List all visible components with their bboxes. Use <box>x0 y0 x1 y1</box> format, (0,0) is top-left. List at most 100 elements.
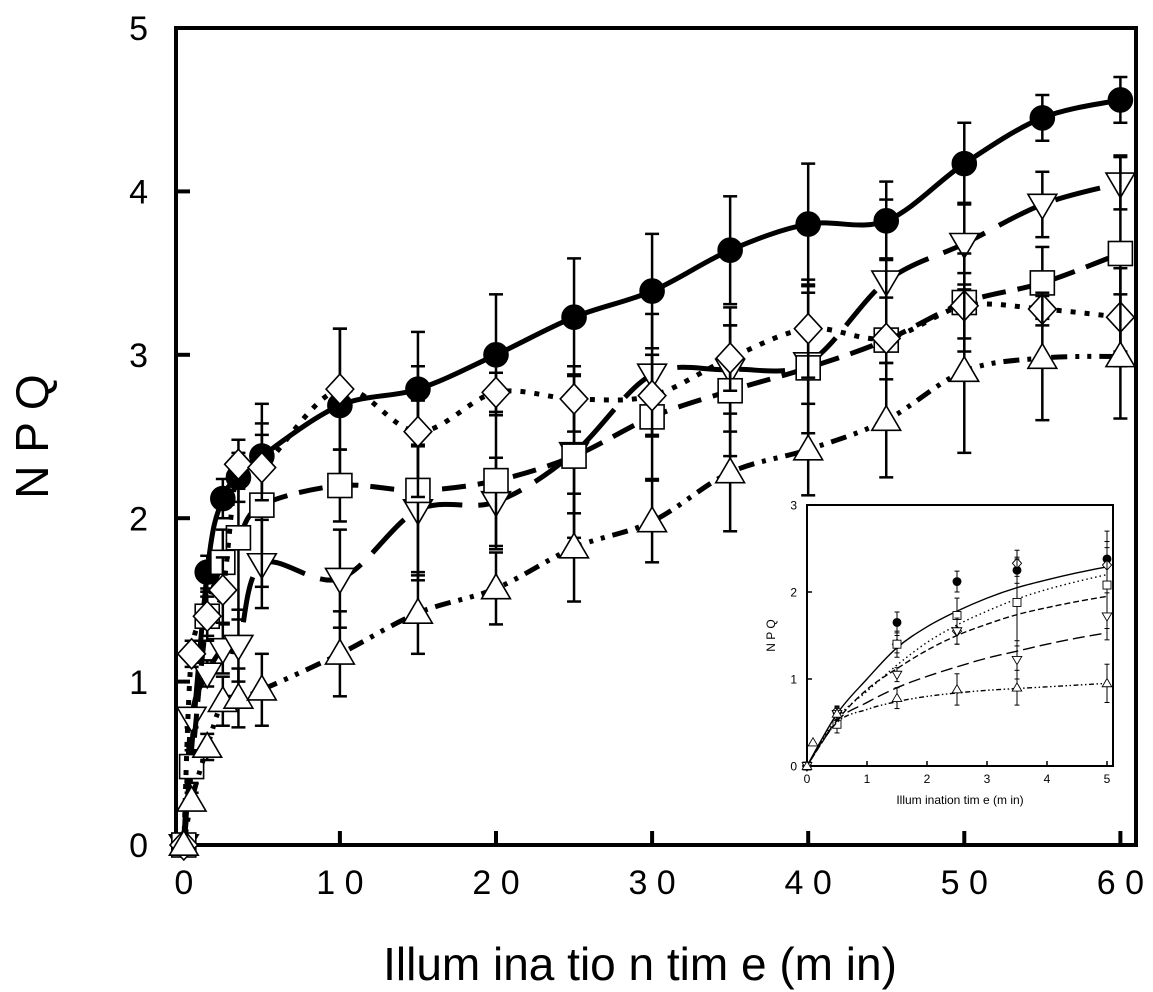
y-tick-label: 4 <box>129 174 148 212</box>
inset-series-line-long-dash <box>806 632 1108 767</box>
point-triangle-up <box>714 456 746 484</box>
inset-point-circle-filled <box>952 577 962 587</box>
inset-point-triangle-up <box>891 692 903 702</box>
inset-x-tick-label: 3 <box>984 772 991 786</box>
inset-point-triangle-up <box>801 760 813 770</box>
point-square <box>483 467 509 494</box>
inset-y-tick-label: 2 <box>790 585 797 599</box>
inset-point-square <box>1102 580 1112 590</box>
inset-x-axis-title: Illum ination tim e (m in) <box>896 793 1023 807</box>
inset-y-tick-label: 3 <box>790 498 797 512</box>
inset-point-square <box>1012 597 1022 607</box>
x-tick-label: 5 0 <box>941 864 988 902</box>
point-triangle-up <box>1026 342 1059 370</box>
point-diamond <box>403 415 433 448</box>
y-tick-label: 3 <box>129 337 148 375</box>
point-diamond <box>325 372 355 406</box>
point-diamond <box>176 637 207 671</box>
inset-point-triangle-up <box>1101 677 1113 688</box>
inset-point-triangle-up <box>831 708 843 718</box>
point-circle-filled <box>1107 87 1134 113</box>
point-triangle-up <box>191 730 224 758</box>
point-diamond <box>481 376 511 409</box>
inset-x-tick-label: 2 <box>924 772 931 786</box>
x-tick-label: 3 0 <box>628 864 675 902</box>
x-tick-label: 2 0 <box>472 864 519 902</box>
point-triangle-up <box>324 637 356 665</box>
point-square <box>561 443 587 469</box>
point-triangle-down <box>948 232 981 260</box>
point-triangle-up <box>792 433 824 461</box>
point-circle-filled <box>951 150 978 177</box>
point-triangle-up <box>1104 340 1137 368</box>
point-diamond <box>871 322 902 355</box>
point-circle-filled <box>1029 105 1056 131</box>
point-circle-filled <box>717 237 743 264</box>
inset-series-triangle-up <box>801 663 1113 770</box>
series-line-dash <box>181 251 1122 846</box>
inset-plot-frame <box>806 504 1114 767</box>
point-triangle-down <box>222 634 255 662</box>
point-square <box>1029 270 1056 296</box>
series-diamond <box>168 266 1136 862</box>
point-diamond <box>637 379 667 412</box>
point-triangle-down <box>324 567 356 595</box>
x-tick-label: 1 0 <box>316 864 363 902</box>
x-tick-label: 4 0 <box>785 864 832 902</box>
y-axis-title: N P Q <box>6 374 58 498</box>
point-diamond <box>192 600 223 633</box>
point-triangle-up <box>222 681 255 709</box>
point-triangle-up <box>168 829 200 857</box>
y-tick-label: 1 <box>129 664 148 702</box>
point-triangle-down <box>175 706 208 734</box>
point-diamond <box>559 382 589 416</box>
series-triangle-up <box>168 288 1137 857</box>
inset-point-circle-filled <box>892 618 902 627</box>
point-circle-filled <box>210 485 236 512</box>
inset-x-tick-label: 5 <box>1104 772 1111 786</box>
inset-x-tick-label: 1 <box>864 772 871 786</box>
x-axis-title: Illum ina tio n tim e (m in) <box>383 938 897 990</box>
inset-y-tick-label: 1 <box>790 672 797 686</box>
main-plot: 0 1 0 2 0 3 0 4 0 5 0 6 0 0 1 2 3 4 5 Illum ina tio n… <box>6 10 1144 990</box>
point-triangle-up <box>480 572 512 600</box>
point-triangle-down <box>1026 193 1059 221</box>
point-diamond <box>223 448 254 481</box>
inset-point-square <box>892 639 902 649</box>
point-triangle-up <box>870 404 903 432</box>
inset-point-triangle-down <box>891 670 903 681</box>
point-circle-filled <box>795 211 821 237</box>
point-square <box>327 472 353 499</box>
point-triangle-down <box>191 662 224 690</box>
inset-plot: 0 1 2 3 4 5 0 1 2 3 Illum ination tim e (m in) N P … <box>764 498 1114 807</box>
point-triangle-up <box>636 505 668 533</box>
point-triangle-up <box>175 784 208 812</box>
inset-x-tick-label: 4 <box>1044 772 1051 786</box>
point-circle-filled <box>561 304 587 331</box>
x-tick-label: 0 <box>174 864 193 902</box>
point-circle-filled <box>639 278 665 304</box>
point-diamond <box>246 451 277 484</box>
inset-point-triangle-up <box>1011 682 1023 692</box>
y-tick-label: 2 <box>129 500 148 538</box>
inset-point-triangle-down <box>1011 656 1023 666</box>
inset-x-tick-label: 0 <box>804 772 811 786</box>
inset-point-triangle-up <box>951 683 963 694</box>
point-triangle-up <box>558 531 590 559</box>
point-diamond <box>207 573 238 607</box>
inset-y-axis-title: N P Q <box>764 619 778 651</box>
point-diamond <box>715 341 746 375</box>
point-square <box>1107 240 1134 267</box>
y-tick-label: 5 <box>129 10 148 48</box>
inset-point-triangle-down <box>1101 612 1113 623</box>
inset-point-triangle-up <box>807 736 819 747</box>
y-tick-label: 0 <box>129 827 148 865</box>
point-triangle-up <box>246 673 278 701</box>
series-line-dot <box>181 301 1121 846</box>
x-tick-label: 6 0 <box>1097 864 1144 902</box>
point-triangle-up <box>402 596 434 624</box>
plot-frame <box>174 26 1138 847</box>
inset-point-triangle-down <box>951 627 963 637</box>
point-circle-filled <box>483 341 509 368</box>
